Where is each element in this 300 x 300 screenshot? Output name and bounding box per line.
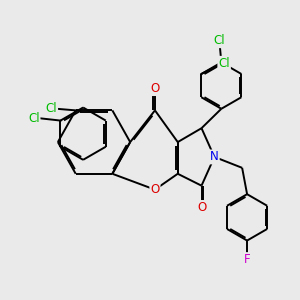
Text: Cl: Cl — [213, 34, 225, 47]
Text: N: N — [210, 150, 219, 164]
Text: O: O — [150, 183, 160, 196]
Text: O: O — [197, 201, 206, 214]
Text: Cl: Cl — [218, 57, 230, 70]
Text: Cl: Cl — [28, 112, 40, 125]
Text: F: F — [244, 253, 250, 266]
Text: O: O — [150, 82, 160, 95]
Text: Cl: Cl — [46, 102, 57, 116]
